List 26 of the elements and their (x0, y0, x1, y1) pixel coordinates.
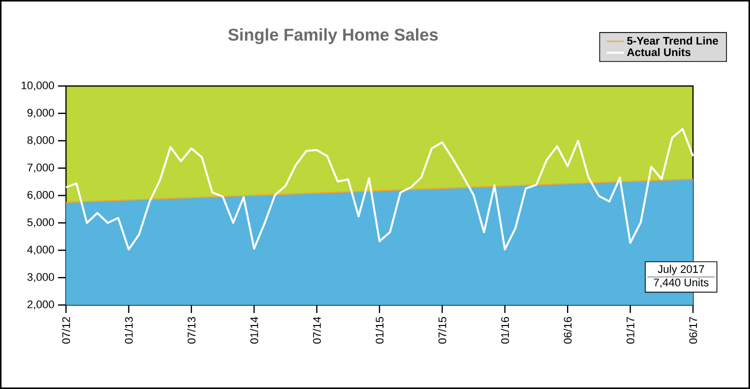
x-tick-label: 07/13 (187, 317, 196, 344)
y-tick-label: 3,000 (27, 273, 54, 282)
x-tick-label: 01/16 (500, 317, 509, 344)
x-tick-label: 06/16 (564, 317, 572, 344)
x-tick-label: 01/15 (375, 317, 384, 344)
x-tick-label: 07/12 (62, 317, 70, 344)
x-tick-label: 07/15 (438, 317, 446, 344)
y-tick-label: 8,000 (27, 136, 54, 146)
x-tick-label: 01/13 (124, 317, 133, 344)
y-tick-label: 9,000 (27, 108, 54, 118)
annotation: July 2017 (658, 264, 704, 276)
legend-label: Actual Units (627, 48, 690, 56)
y-tick-label: 7,000 (28, 164, 54, 173)
annotation: 7,440 Units (654, 278, 708, 288)
legend-label: 5-Year Trend Line (627, 36, 718, 45)
x-tick-label: 07/14 (312, 316, 321, 344)
y-tick-label: 5,000 (27, 218, 54, 228)
line-series (65, 128, 694, 250)
y-tick-label: 4,000 (27, 246, 54, 255)
y-tick-label: 10,000 (22, 81, 54, 91)
y-tick-label: 2,000 (27, 300, 54, 310)
x-tick-label: 01/17 (626, 317, 634, 344)
x-tick-label: 01/14 (250, 316, 258, 344)
x-tick-label: 06/17 (688, 317, 698, 344)
chart-title: Single Family Home Sales (228, 28, 438, 44)
y-tick-label: 6,000 (28, 190, 54, 200)
